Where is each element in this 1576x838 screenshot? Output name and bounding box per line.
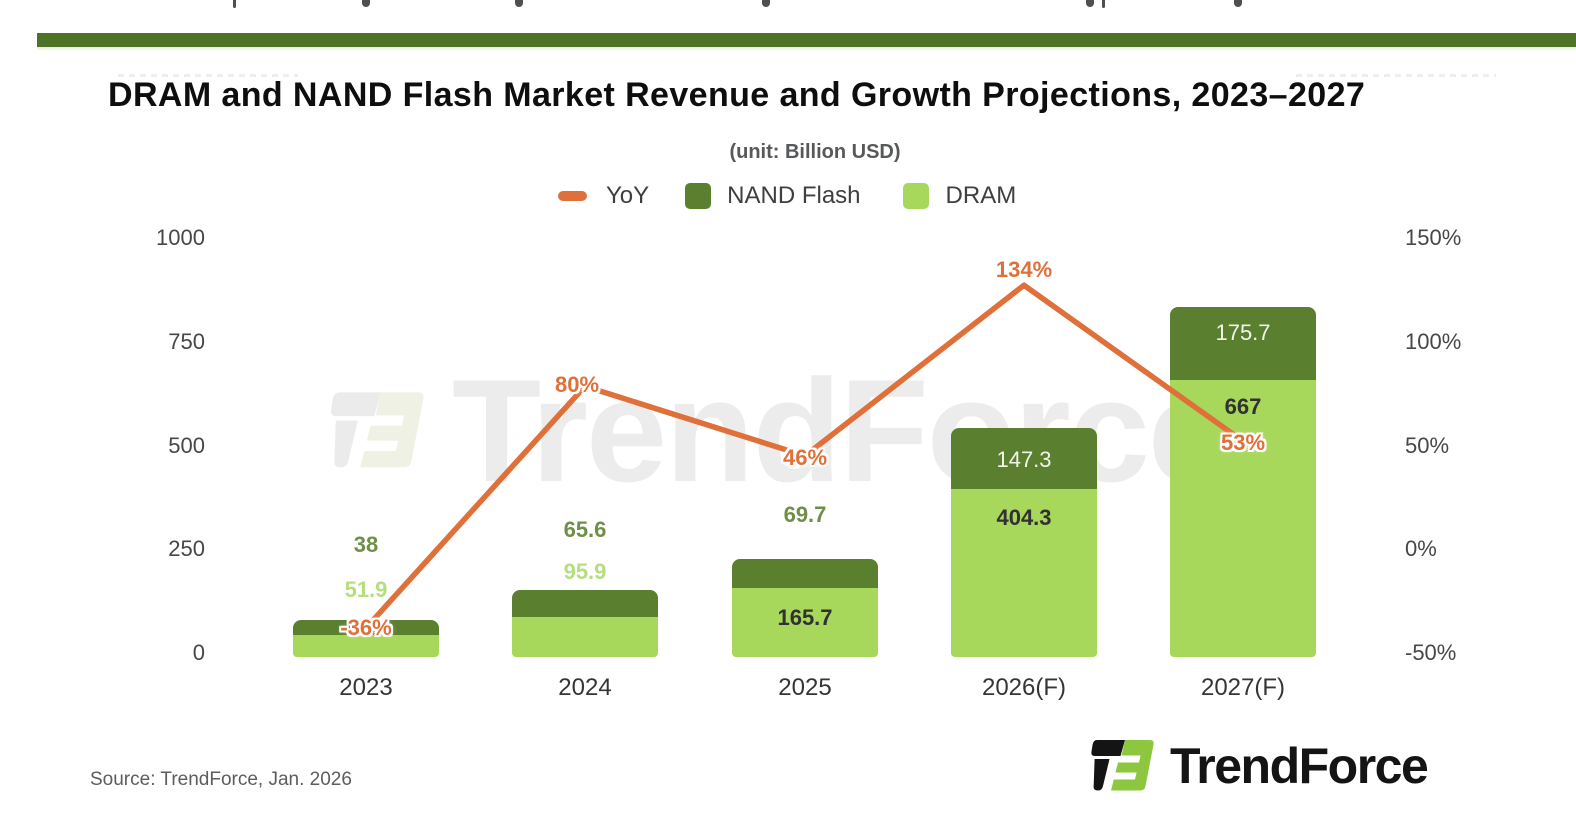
yoy-point-label: 134% [995,257,1053,283]
left-axis-tick: 0 [192,640,205,665]
yoy-point-label: -36% [340,614,392,640]
dram-value-label: 667 [1224,394,1262,419]
x-axis-label: 2023 [339,674,393,701]
stacked-bar-2024 [512,589,658,657]
nand-segment [512,589,658,618]
dram-swatch [902,183,929,209]
nand-value-label: 38 [353,532,379,557]
chart-title: DRAM and NAND Flash Market Revenue and G… [108,76,1366,114]
cropped-glyph [362,0,370,7]
x-axis-label: 2026(F) [981,674,1067,701]
dram-segment [512,617,658,657]
brand-logo-text: TrendForce [1170,738,1429,794]
left-axis-tick: 1000 [156,225,205,250]
right-axis-tick: 50% [1405,432,1450,458]
yoy-point-label: 53% [1220,430,1266,456]
nand-segment [951,428,1097,490]
right-axis-tick: 150% [1405,225,1462,250]
legend-label-yoy: YoY [606,182,650,209]
source-note: Source: TrendForce, Jan. 2026 [90,769,352,790]
unit-note: (unit: Billion USD) [729,141,901,163]
right-axis-tick: -50% [1405,640,1457,665]
x-axis-label: 2025 [778,674,832,701]
dram-value-label: 165.7 [777,605,833,630]
cropped-glyph [515,0,523,7]
cropped-glyph [1234,0,1242,7]
x-axis-label: 2024 [558,674,612,701]
legend-label-nand-flash: NAND Flash [727,182,861,209]
green-header-strip [37,33,1576,47]
faint-cropped-text-row [118,74,298,77]
nand-flash-swatch [685,183,712,209]
dram-segment [951,489,1097,657]
left-axis-tick: 500 [168,432,205,458]
right-axis-tick: 0% [1405,536,1437,562]
cropped-glyph [1102,0,1105,8]
stacked-bar-2027(F) [1170,307,1316,657]
stacked-bar-2026(F) [951,428,1097,657]
nand-value-label: 69.7 [783,502,827,527]
nand-value-label: 175.7 [1215,320,1271,345]
yoy-polyline [363,282,1246,631]
stacked-bar-2025 [732,559,878,657]
dram-segment [1170,380,1316,657]
left-axis-tick: 750 [168,328,205,354]
left-axis-tick: 250 [168,536,205,562]
brand-logo: TrendForce [1088,731,1429,801]
yoy-point-label: 80% [554,372,600,398]
cropped-glyph [1086,0,1094,7]
dram-segment [732,588,878,657]
trendforce-logo-icon [1091,740,1154,791]
legend: YoY NAND Flash DRAM [558,179,1016,213]
yoy-point-label: 46% [782,444,828,470]
nand-segment [732,559,878,589]
green-header-strip-glow [37,47,1576,51]
nand-value-label: 147.3 [996,447,1052,472]
yoy-line-swatch [558,191,587,201]
x-axis-label: 2027(F) [1200,674,1286,701]
dram-segment [293,635,439,657]
dram-value-label: 95.9 [563,559,607,584]
faint-cropped-text-row [1296,74,1496,77]
dram-value-label: 51.9 [344,577,388,602]
cropped-glyph [762,0,770,7]
right-axis-tick: 100% [1405,328,1462,354]
cropped-glyph [233,0,236,8]
dram-value-label: 404.3 [996,505,1052,530]
nand-segment [1170,307,1316,381]
nand-value-label: 65.6 [563,517,607,542]
legend-label-dram: DRAM [945,182,1017,209]
watermark-logo-icon [330,392,424,468]
